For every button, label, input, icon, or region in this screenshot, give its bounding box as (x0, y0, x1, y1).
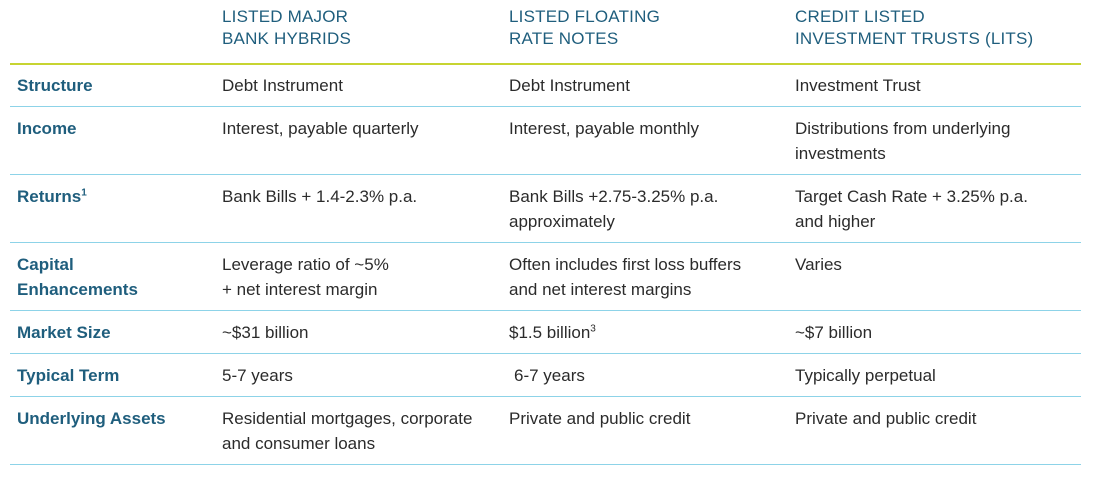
cell-income-hybrids: Interest, payable quarterly (222, 119, 419, 138)
cell-income-lits: Distributions from underlying investment… (795, 117, 1010, 166)
row-divider (10, 106, 1081, 107)
footnote-marker: 3 (590, 323, 596, 335)
cell-line: + net interest margin (222, 279, 378, 299)
header-line: BANK HYBRIDS (222, 29, 351, 48)
cell-line: Leverage ratio of ~5% (222, 255, 389, 274)
label-line: Enhancements (17, 279, 138, 299)
cell-structure-lits: Investment Trust (795, 76, 921, 95)
row-divider (10, 464, 1081, 465)
row-label-capital-enhancements: Capital Enhancements (17, 253, 138, 302)
cell-market-size-hybrids: ~$31 billion (222, 323, 309, 342)
cell-returns-lits: Target Cash Rate + 3.25% p.a. and higher (795, 185, 1028, 234)
cell-income-frn: Interest, payable monthly (509, 119, 699, 138)
cell-term-lits: Typically perpetual (795, 366, 936, 385)
row-label-income: Income (17, 119, 77, 138)
cell-capital-hybrids: Leverage ratio of ~5% + net interest mar… (222, 253, 389, 302)
cell-line: Bank Bills +2.75-3.25% p.a. (509, 187, 719, 206)
header-line: LISTED MAJOR (222, 7, 349, 26)
cell-structure-hybrids: Debt Instrument (222, 76, 343, 95)
footnote-marker: 1 (81, 187, 87, 199)
cell-capital-frn: Often includes first loss buffers and ne… (509, 253, 741, 302)
cell-assets-frn: Private and public credit (509, 409, 691, 428)
cell-line: approximately (509, 211, 615, 231)
row-label-market-size: Market Size (17, 323, 111, 342)
cell-assets-lits: Private and public credit (795, 409, 977, 428)
cell-line: and net interest margins (509, 279, 692, 299)
label-text: Returns (17, 187, 82, 206)
row-label-underlying-assets: Underlying Assets (17, 409, 166, 428)
row-divider (10, 396, 1081, 397)
header-bank-hybrids: LISTED MAJOR BANK HYBRIDS (222, 6, 351, 50)
cell-text: $1.5 billion (509, 323, 591, 342)
cell-line: Often includes first loss buffers (509, 255, 742, 274)
cell-line: and higher (795, 211, 876, 231)
header-floating-rate-notes: LISTED FLOATING RATE NOTES (509, 6, 660, 50)
header-line: INVESTMENT TRUSTS (LITS) (795, 29, 1034, 48)
cell-line: investments (795, 143, 886, 163)
header-lits: CREDIT LISTED INVESTMENT TRUSTS (LITS) (795, 6, 1033, 50)
cell-market-size-frn: $1.5 billion3 (509, 321, 596, 346)
row-label-typical-term: Typical Term (17, 366, 120, 385)
cell-returns-hybrids: Bank Bills + 1.4-2.3% p.a. (222, 187, 418, 206)
header-line: LISTED FLOATING (509, 7, 660, 26)
cell-term-frn: 6-7 years (514, 366, 585, 385)
row-divider (10, 310, 1081, 311)
row-label-structure: Structure (17, 76, 93, 95)
label-line: Capital (17, 255, 74, 274)
cell-assets-hybrids: Residential mortgages, corporate and con… (222, 407, 472, 456)
cell-returns-frn: Bank Bills +2.75-3.25% p.a. approximatel… (509, 185, 718, 234)
cell-line: and consumer loans (222, 433, 376, 453)
row-divider (10, 242, 1081, 243)
header-line: CREDIT LISTED (795, 7, 925, 26)
cell-line: Residential mortgages, corporate (222, 409, 473, 428)
cell-market-size-lits: ~$7 billion (795, 323, 873, 342)
row-divider (10, 174, 1081, 175)
cell-line: Target Cash Rate + 3.25% p.a. (795, 187, 1028, 206)
row-divider (10, 353, 1081, 354)
row-label-returns: Returns1 (17, 185, 87, 210)
cell-structure-frn: Debt Instrument (509, 76, 630, 95)
header-line: RATE NOTES (509, 29, 619, 48)
cell-term-hybrids: 5-7 years (222, 366, 293, 385)
header-divider (10, 63, 1081, 65)
cell-capital-lits: Varies (795, 255, 842, 274)
cell-line: Distributions from underlying (795, 119, 1011, 138)
